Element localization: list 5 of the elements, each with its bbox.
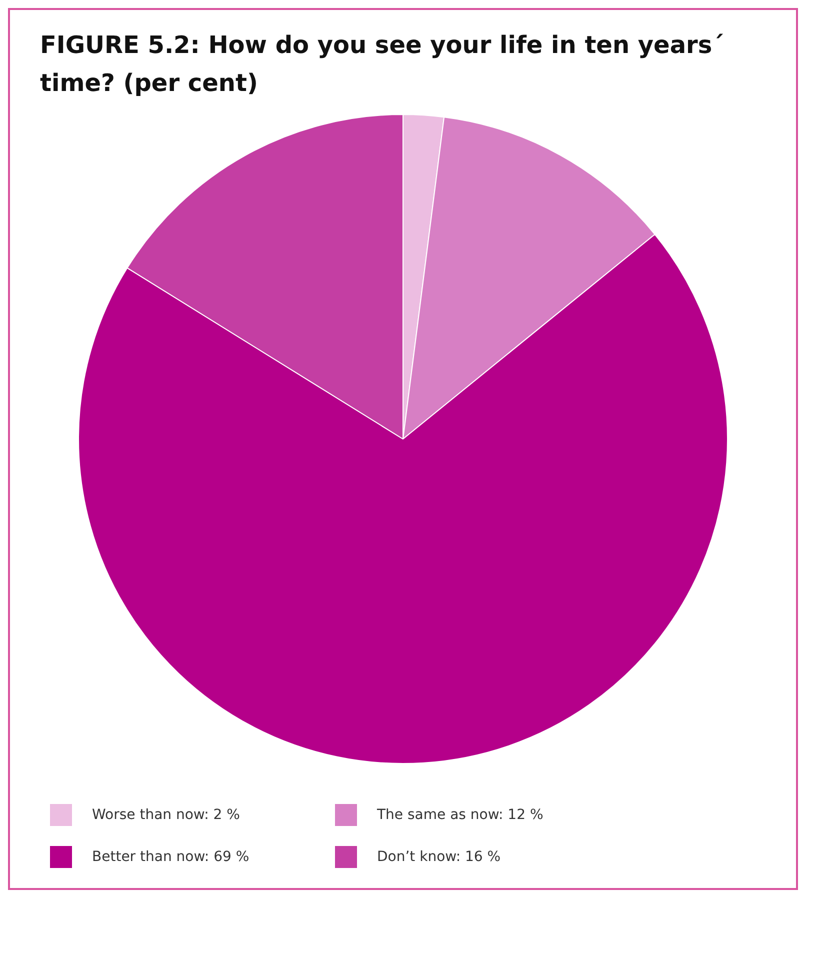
legend-label: Better than now: 69 % — [92, 849, 250, 865]
legend-label: The same as now: 12 % — [377, 807, 544, 823]
legend-label: Don’t know: 16 % — [377, 849, 501, 865]
legend-label: Worse than now: 2 % — [92, 807, 240, 823]
chart-title: FIGURE 5.2: How do you see your life in ten years´ time? (per cent) — [40, 30, 726, 99]
